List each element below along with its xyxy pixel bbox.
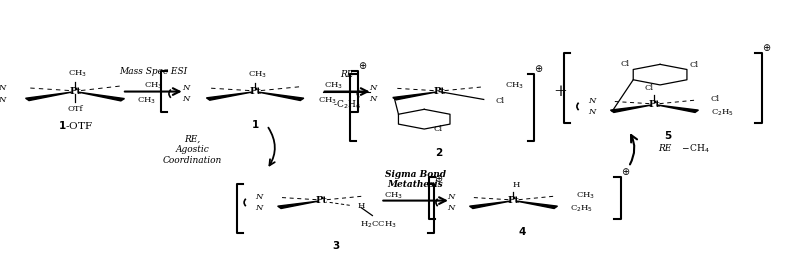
Text: Mass Spec ESI: Mass Spec ESI [119, 67, 187, 76]
Text: $\oplus$: $\oplus$ [621, 166, 630, 177]
Text: Pt: Pt [249, 87, 261, 96]
Polygon shape [258, 92, 304, 100]
Text: CH$_3$: CH$_3$ [575, 190, 594, 201]
Polygon shape [658, 105, 698, 112]
Text: Sigma Bond
Metathesis: Sigma Bond Metathesis [385, 169, 446, 189]
Text: $\oplus$: $\oplus$ [534, 63, 543, 74]
Text: N: N [0, 96, 6, 104]
Text: Pt: Pt [316, 196, 327, 205]
Text: N: N [447, 193, 454, 201]
Text: N: N [255, 204, 262, 212]
Text: Cl: Cl [644, 84, 654, 92]
Polygon shape [278, 201, 319, 209]
Text: N: N [447, 204, 454, 212]
Text: N: N [255, 193, 262, 201]
Polygon shape [26, 92, 72, 100]
Text: -C$_2$H$_6$: -C$_2$H$_6$ [333, 98, 361, 111]
Text: CH$_3$: CH$_3$ [144, 80, 163, 91]
Text: $\mathbf{4}$: $\mathbf{4}$ [518, 225, 526, 237]
Text: N: N [588, 97, 595, 105]
Text: N: N [370, 84, 377, 92]
Polygon shape [78, 92, 125, 101]
Text: CH$_3$: CH$_3$ [324, 81, 343, 91]
Text: Pt: Pt [69, 87, 81, 96]
Polygon shape [393, 92, 436, 100]
Text: $\mathbf{1}$-OTF: $\mathbf{1}$-OTF [58, 119, 93, 131]
Text: CH$_3$: CH$_3$ [384, 190, 402, 201]
Text: CH$_3$: CH$_3$ [318, 95, 337, 106]
Text: $-$CH$_4$: $-$CH$_4$ [679, 143, 710, 155]
Polygon shape [516, 201, 558, 209]
Text: Cl: Cl [690, 61, 698, 69]
Text: +: + [554, 83, 567, 100]
Text: Pt: Pt [433, 87, 445, 96]
Polygon shape [610, 105, 652, 112]
Text: CH$_3$: CH$_3$ [138, 96, 157, 106]
Text: CH$_3$: CH$_3$ [248, 69, 267, 80]
Text: $\oplus$: $\oplus$ [762, 42, 771, 53]
Polygon shape [470, 201, 510, 209]
Text: C$_2$H$_5$: C$_2$H$_5$ [711, 107, 734, 118]
Text: Cl: Cl [620, 60, 630, 68]
Text: CH$_3$: CH$_3$ [68, 69, 87, 79]
Text: N: N [0, 84, 6, 92]
Text: $\oplus$: $\oplus$ [434, 173, 444, 184]
Text: $\oplus$: $\oplus$ [358, 60, 368, 71]
Text: H: H [358, 202, 365, 210]
Text: Cl: Cl [496, 97, 505, 105]
Text: Pt: Pt [507, 196, 519, 205]
Text: H$_2$CCH$_3$: H$_2$CCH$_3$ [359, 219, 397, 230]
Text: $\mathbf{2}$: $\mathbf{2}$ [435, 146, 443, 158]
Text: N: N [588, 108, 595, 116]
Text: $\mathbf{5}$: $\mathbf{5}$ [664, 129, 673, 141]
Text: C$_2$H$_5$: C$_2$H$_5$ [570, 203, 593, 214]
Text: N: N [370, 95, 377, 103]
Text: $\mathbf{1}$: $\mathbf{1}$ [251, 117, 259, 129]
Text: RE: RE [340, 70, 354, 79]
Text: Pt: Pt [649, 100, 660, 109]
Text: OTf: OTf [67, 105, 82, 113]
Text: CH$_3$: CH$_3$ [505, 81, 524, 91]
Text: Cl: Cl [433, 126, 442, 133]
Text: H: H [512, 181, 519, 189]
Text: RE,
Agostic
Coordination: RE, Agostic Coordination [163, 135, 222, 165]
Text: Cl: Cl [711, 96, 720, 103]
Text: RE: RE [658, 144, 672, 153]
Text: N: N [182, 95, 190, 103]
Text: $\mathbf{3}$: $\mathbf{3}$ [331, 239, 340, 251]
Polygon shape [206, 92, 252, 100]
Text: N: N [182, 84, 190, 92]
